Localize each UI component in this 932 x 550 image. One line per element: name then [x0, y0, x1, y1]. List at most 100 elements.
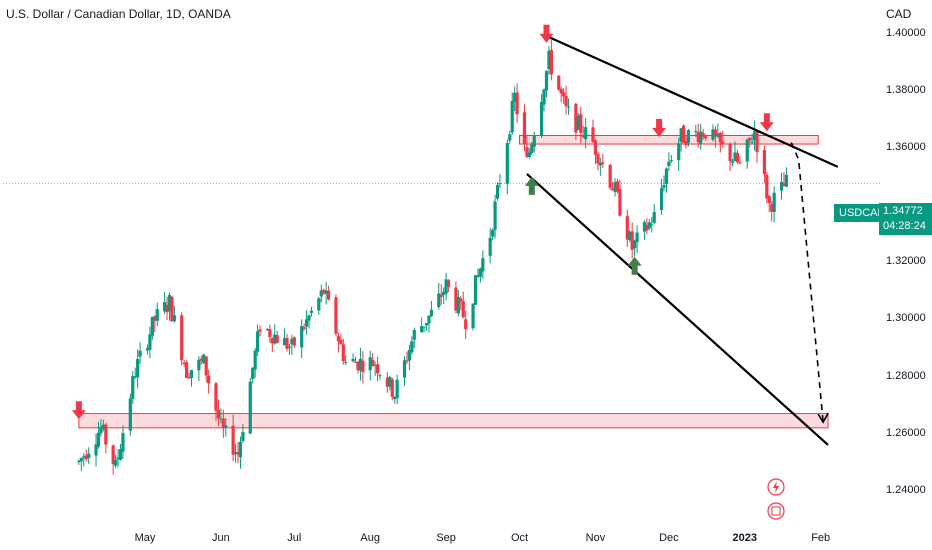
candle-body[interactable]	[214, 383, 218, 411]
candle-body[interactable]	[669, 160, 673, 162]
candle-body[interactable]	[444, 279, 448, 294]
candle-body[interactable]	[236, 451, 240, 455]
candle-body[interactable]	[613, 182, 617, 192]
candle-body[interactable]	[755, 131, 759, 153]
candle-body[interactable]	[202, 354, 206, 364]
candle-body[interactable]	[625, 216, 629, 240]
candle-body[interactable]	[491, 229, 495, 237]
candle-body[interactable]	[748, 137, 752, 141]
candle-body[interactable]	[197, 359, 201, 371]
candle-body[interactable]	[596, 153, 600, 164]
candle-body[interactable]	[782, 183, 786, 187]
candle-body[interactable]	[765, 174, 769, 199]
candle-body[interactable]	[544, 71, 549, 91]
candle-body[interactable]	[562, 92, 566, 97]
candle-body[interactable]	[138, 350, 142, 357]
candle-body[interactable]	[505, 143, 509, 184]
candle-body[interactable]	[686, 130, 691, 143]
candle-body[interactable]	[375, 364, 380, 374]
candle-body[interactable]	[642, 222, 647, 232]
candle-body[interactable]	[530, 144, 534, 154]
candle-body[interactable]	[456, 297, 460, 314]
candle-body[interactable]	[677, 143, 681, 161]
candle-body[interactable]	[248, 381, 252, 434]
candle-body[interactable]	[351, 359, 355, 362]
trendline[interactable]	[526, 173, 829, 446]
candle-body[interactable]	[645, 224, 649, 231]
candle-body[interactable]	[385, 377, 389, 387]
economic-event-icon[interactable]	[767, 502, 785, 520]
candle-body[interactable]	[104, 424, 108, 445]
candle-body[interactable]	[495, 184, 500, 199]
candle-body[interactable]	[635, 232, 639, 243]
candle-body[interactable]	[270, 338, 274, 344]
candle-body[interactable]	[615, 181, 620, 192]
candle-body[interactable]	[584, 127, 588, 140]
candle-body[interactable]	[424, 323, 429, 326]
candle-body[interactable]	[439, 294, 443, 298]
candle-body[interactable]	[667, 161, 671, 167]
candle-body[interactable]	[162, 302, 167, 312]
candle-body[interactable]	[410, 341, 414, 353]
candle-body[interactable]	[549, 50, 553, 75]
candle-body[interactable]	[378, 375, 382, 377]
candle-body[interactable]	[268, 329, 272, 338]
candle-body[interactable]	[442, 291, 446, 295]
candle-body[interactable]	[145, 348, 150, 351]
candle-body[interactable]	[128, 398, 132, 431]
candle-body[interactable]	[111, 445, 115, 465]
candle-body[interactable]	[694, 131, 698, 133]
candle-body[interactable]	[547, 50, 551, 70]
candle-body[interactable]	[510, 100, 514, 133]
candle-body[interactable]	[767, 196, 771, 204]
candle-body[interactable]	[557, 75, 561, 90]
candle-body[interactable]	[180, 315, 184, 361]
candle-body[interactable]	[356, 361, 360, 371]
candle-body[interactable]	[784, 174, 789, 187]
candle-body[interactable]	[287, 346, 292, 348]
candle-body[interactable]	[241, 431, 245, 441]
candle-body[interactable]	[704, 136, 708, 139]
candle-body[interactable]	[167, 294, 172, 312]
candle-body[interactable]	[317, 298, 321, 311]
candle-body[interactable]	[307, 315, 311, 321]
candle-body[interactable]	[368, 357, 372, 371]
candle-body[interactable]	[273, 334, 277, 344]
candle-body[interactable]	[522, 112, 527, 145]
candle-body[interactable]	[662, 185, 666, 188]
candle-body[interactable]	[478, 268, 482, 277]
candle-body[interactable]	[488, 237, 492, 256]
candle-body[interactable]	[358, 358, 363, 371]
candle-body[interactable]	[187, 377, 191, 379]
candle-body[interactable]	[681, 125, 686, 143]
candle-body[interactable]	[471, 303, 475, 329]
candle-body[interactable]	[207, 375, 211, 384]
candle-body[interactable]	[659, 188, 664, 211]
candle-body[interactable]	[189, 370, 194, 378]
candle-body[interactable]	[493, 201, 497, 230]
candle-body[interactable]	[199, 358, 203, 361]
candle-body[interactable]	[133, 376, 137, 378]
candle-body[interactable]	[752, 131, 757, 141]
candle-body[interactable]	[420, 326, 424, 333]
candle-body[interactable]	[182, 362, 186, 364]
trendline[interactable]	[548, 36, 839, 168]
candle-body[interactable]	[476, 275, 480, 277]
candle-body[interactable]	[344, 361, 348, 363]
candle-body[interactable]	[750, 141, 754, 143]
candle-body[interactable]	[772, 192, 776, 212]
candle-body[interactable]	[647, 222, 651, 229]
candle-body[interactable]	[265, 329, 270, 331]
candle-body[interactable]	[405, 360, 409, 362]
candle-body[interactable]	[165, 304, 169, 313]
candle-body[interactable]	[564, 96, 568, 107]
candle-body[interactable]	[459, 298, 463, 302]
candle-body[interactable]	[309, 310, 314, 313]
candle-body[interactable]	[581, 135, 585, 137]
candle-body[interactable]	[251, 367, 255, 380]
candle-body[interactable]	[610, 188, 615, 191]
candle-body[interactable]	[699, 131, 703, 144]
candle-body[interactable]	[591, 127, 595, 142]
candle-body[interactable]	[713, 129, 718, 137]
candle-body[interactable]	[527, 152, 531, 158]
